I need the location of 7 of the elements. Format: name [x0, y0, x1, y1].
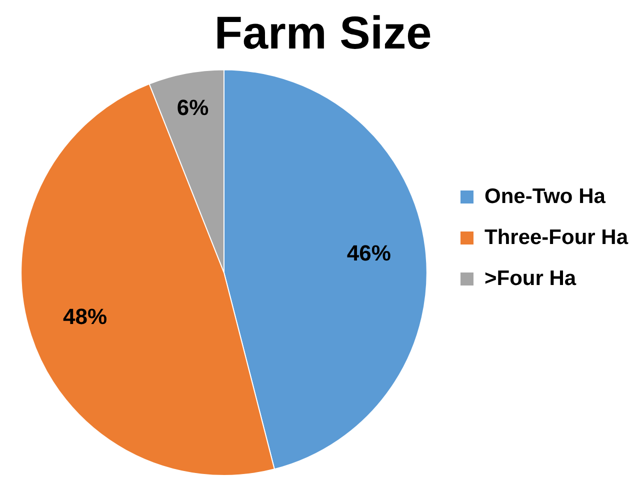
data-label: 48% [63, 304, 108, 329]
data-label: 46% [346, 240, 391, 266]
chart-title: Farm Size [214, 6, 432, 58]
legend-label: >Four Ha [484, 266, 576, 290]
legend-label: One-Two Ha [484, 184, 606, 208]
legend-label: Three-Four Ha [484, 226, 628, 249]
data-label: 6% [176, 95, 209, 120]
